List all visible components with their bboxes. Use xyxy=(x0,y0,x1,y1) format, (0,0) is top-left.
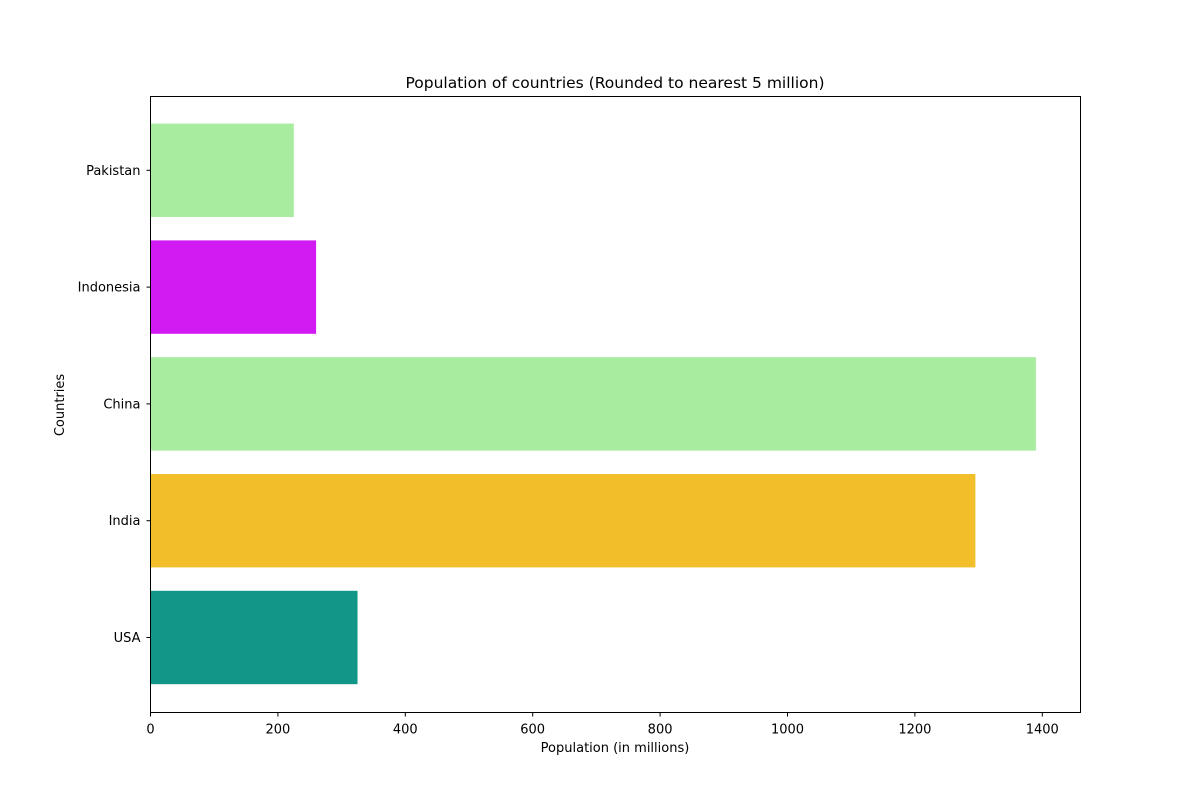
bar-indonesia xyxy=(150,240,317,334)
x-axis-ticks: 0 200 400 600 800 1000 1200 1400 xyxy=(146,712,1059,738)
y-tick-label-indonesia: Indonesia xyxy=(78,281,141,296)
x-tick-label-600: 600 xyxy=(520,723,545,738)
chart-title: Population of countries (Rounded to near… xyxy=(405,74,824,92)
bars-layer xyxy=(150,123,1036,685)
bar-pakistan xyxy=(150,123,294,217)
y-tick-label-pakistan: Pakistan xyxy=(86,164,140,179)
y-tick-label-usa: USA xyxy=(114,631,141,646)
x-axis-title: Population (in millions) xyxy=(541,741,690,756)
plot-area-frame xyxy=(150,96,1081,713)
bar-china xyxy=(150,357,1036,451)
y-axis-title: Countries xyxy=(53,374,68,437)
x-tick-label-0: 0 xyxy=(146,723,154,738)
bar-india xyxy=(150,474,976,568)
y-axis-ticks: USA India China Indonesia Pakistan xyxy=(78,164,151,646)
x-tick-label-1400: 1400 xyxy=(1026,723,1059,738)
y-tick-label-india: India xyxy=(109,514,141,529)
x-tick-label-1200: 1200 xyxy=(898,723,931,738)
y-tick-label-china: China xyxy=(103,397,140,412)
x-tick-label-400: 400 xyxy=(393,723,418,738)
x-tick-label-800: 800 xyxy=(648,723,673,738)
bar-usa xyxy=(150,590,358,685)
x-tick-label-1000: 1000 xyxy=(771,723,804,738)
x-tick-label-200: 200 xyxy=(265,723,290,738)
